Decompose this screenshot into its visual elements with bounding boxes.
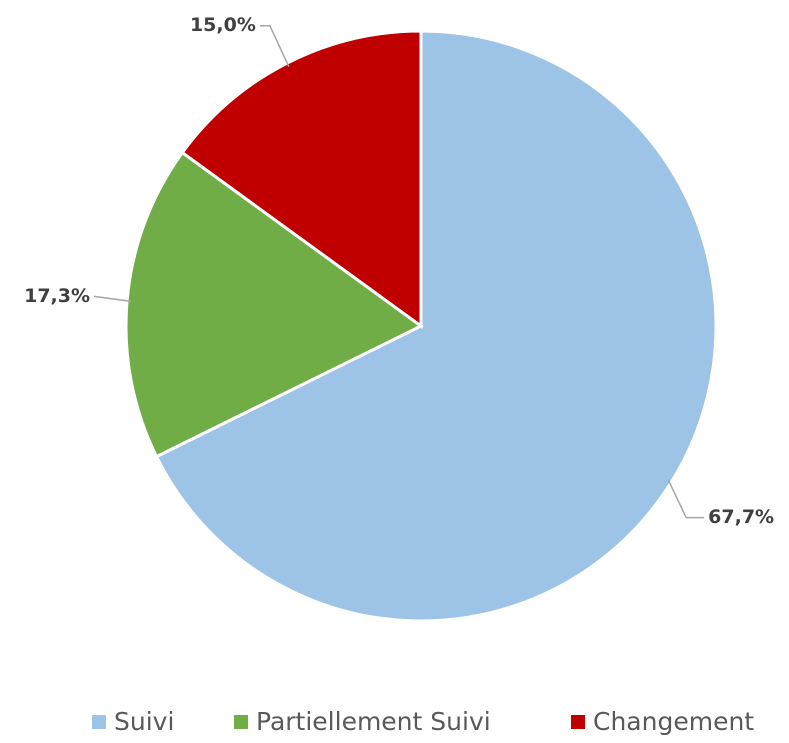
data-label: 67,7% <box>708 506 774 528</box>
legend-label: Changement <box>593 707 754 736</box>
legend-swatch <box>234 715 248 729</box>
pie-slice <box>154 29 718 623</box>
legend-label: Partiellement Suivi <box>256 707 491 736</box>
leader-line <box>93 295 132 303</box>
legend-swatch <box>571 715 585 729</box>
leader-line <box>259 24 290 68</box>
legend-swatch <box>92 715 106 729</box>
data-label: 15,0% <box>190 14 256 36</box>
leader-line <box>667 479 705 519</box>
data-label: 17,3% <box>24 285 90 307</box>
legend-label: Suivi <box>114 707 174 736</box>
